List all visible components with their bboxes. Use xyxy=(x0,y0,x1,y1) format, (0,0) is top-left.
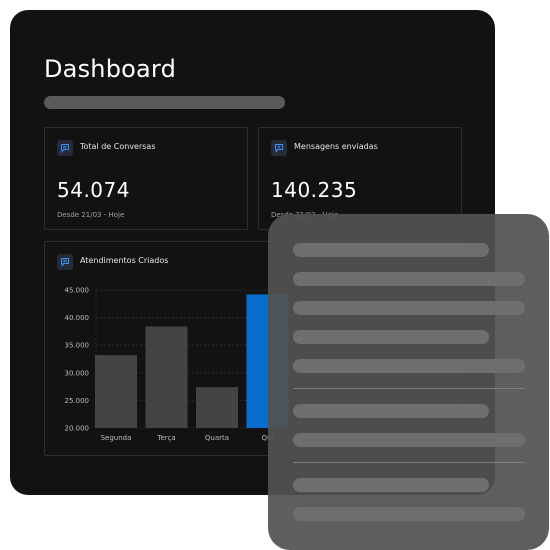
overlay-skeleton-line xyxy=(293,359,525,373)
overlay-skeleton-line xyxy=(293,301,525,315)
bar-segunda xyxy=(95,355,137,428)
y-tick-label: 45.000 xyxy=(65,287,90,295)
y-tick-label: 20.000 xyxy=(65,425,90,433)
x-tick-label: Quarta xyxy=(205,434,229,442)
stat-label: Total de Conversas xyxy=(80,142,156,151)
bar-terça xyxy=(145,326,188,428)
overlay-skeleton-line xyxy=(293,272,525,286)
y-tick-label: 30.000 xyxy=(65,369,90,377)
document-overlay xyxy=(268,214,549,550)
stat-date-range: Desde 21/03 - Hoje xyxy=(57,211,125,219)
page-title: Dashboard xyxy=(44,55,177,83)
stat-value: 54.074 xyxy=(57,178,130,202)
bar-quarta xyxy=(196,387,238,428)
x-tick-label: Segunda xyxy=(101,434,132,442)
overlay-skeleton-line xyxy=(293,330,489,344)
stat-value: 140.235 xyxy=(271,178,358,202)
stat-label: Mensagens enviadas xyxy=(294,142,378,151)
overlay-divider xyxy=(293,462,525,463)
chat-bubble-icon xyxy=(57,140,73,156)
overlay-skeleton-line xyxy=(293,243,489,257)
overlay-divider xyxy=(293,388,525,389)
y-tick-label: 25.000 xyxy=(65,397,90,405)
y-tick-label: 35.000 xyxy=(65,342,90,350)
overlay-skeleton-line xyxy=(293,507,525,521)
overlay-skeleton-line xyxy=(293,478,489,492)
stat-card-total-conversas[interactable]: Total de Conversas 54.074 Desde 21/03 - … xyxy=(44,127,248,230)
x-tick-label: Qui xyxy=(262,434,274,442)
overlay-skeleton-line xyxy=(293,433,525,447)
y-tick-label: 40.000 xyxy=(65,314,90,322)
message-plus-icon xyxy=(271,140,287,156)
stat-card-mensagens-enviadas[interactable]: Mensagens enviadas 140.235 Desde 21/03 -… xyxy=(258,127,462,230)
chat-list-icon xyxy=(57,254,73,270)
x-tick-label: Terça xyxy=(156,434,175,442)
chart-title: Atendimentos Criados xyxy=(80,256,169,265)
overlay-skeleton-line xyxy=(293,404,489,418)
title-skeleton-bar xyxy=(44,96,285,109)
